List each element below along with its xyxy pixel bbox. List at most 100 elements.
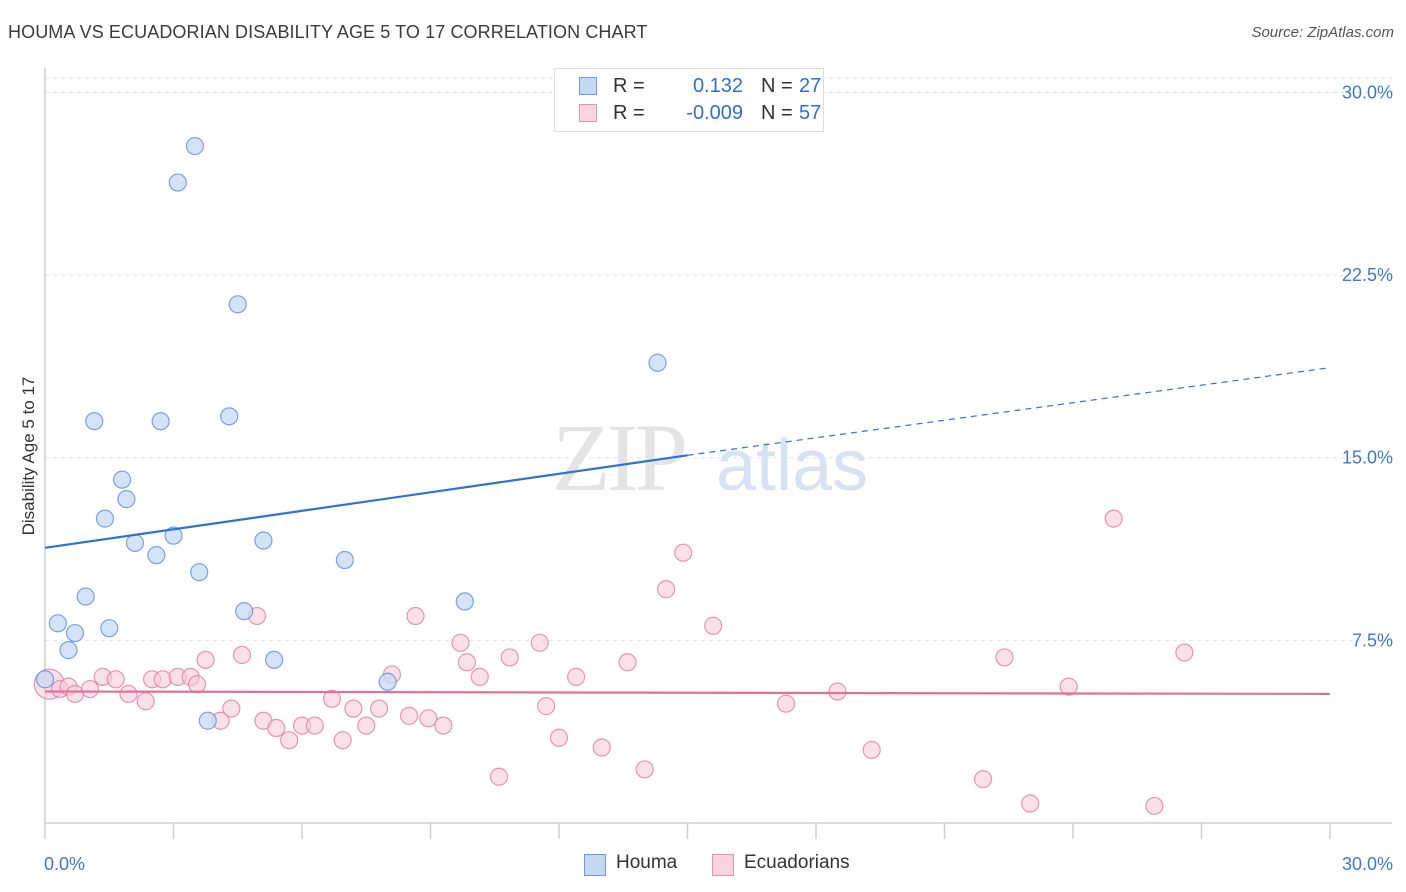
legend-n-value: 57 [799, 102, 822, 124]
ecuadorian-point [80, 679, 100, 699]
ecuadorian-point [530, 633, 549, 652]
houma-point [198, 711, 217, 730]
y-axis-label: Disability Age 5 to 17 [19, 377, 38, 536]
ecuadorian-point [370, 699, 389, 718]
ecuadorian-point [106, 670, 125, 689]
houma-point [95, 509, 115, 528]
ecuadorian-point [187, 675, 207, 694]
houma-point [100, 619, 119, 638]
ecuadorian-point [65, 684, 85, 704]
bottom-legend-label-ecuadorians: Ecuadorians [744, 852, 850, 873]
ecuadorian-point [434, 716, 453, 735]
ecuadorian-point [704, 616, 723, 635]
ecuadorian-point [399, 706, 419, 725]
legend-r-label: R = [613, 102, 645, 124]
houma-point [254, 531, 273, 550]
ecuadorian-point [153, 670, 172, 689]
ecuadorian-point [537, 697, 556, 716]
ecuadorian-point [973, 770, 993, 789]
ecuadorian-point [419, 709, 438, 728]
ecuadorian-point [500, 648, 519, 667]
houma-point [59, 641, 78, 660]
ecuadorians-series [33, 509, 1194, 816]
legend-r-value: -0.009 [686, 102, 743, 124]
houma-point [235, 602, 254, 621]
ecuadorian-point [333, 731, 352, 750]
x-tick-label: 30.0% [1342, 854, 1393, 874]
ecuadorian-point [280, 731, 299, 750]
chart-title: HOUMA VS ECUADORIAN DISABILITY AGE 5 TO … [8, 22, 648, 42]
ecuadorian-point [862, 740, 881, 760]
ecuadorian-point [470, 667, 489, 686]
houma-point [190, 563, 209, 582]
y-tick-label: 22.5% [1342, 265, 1393, 285]
houma-point [164, 526, 183, 545]
ecuadorian-point [406, 606, 425, 626]
bottom-legend-label-houma: Houma [616, 852, 678, 873]
houma-point [117, 490, 136, 509]
ecuadorian-point [674, 543, 693, 562]
ecuadorian-point [196, 650, 215, 669]
ecuadorian-point [457, 653, 477, 672]
legend-n-value: 27 [799, 75, 822, 97]
ecuadorian-point [1175, 643, 1194, 662]
houma-point [220, 407, 239, 426]
houma-point [151, 412, 170, 431]
gridlines [45, 77, 1392, 641]
ecuadorian-point [222, 699, 241, 718]
ecuadorian-point [1059, 677, 1078, 696]
ecuadorian-point [357, 716, 376, 735]
ecuadorian-point [656, 580, 676, 599]
y-tick-label: 7.5% [1352, 630, 1393, 650]
y-tick-label: 30.0% [1342, 82, 1393, 102]
bottom-legend-swatch-houma [584, 854, 606, 876]
ecuadorian-point [592, 738, 611, 757]
y-tick-label: 15.0% [1342, 448, 1393, 468]
houma-point [455, 592, 474, 611]
houma-trend-line [44, 454, 688, 549]
houma-trend-extension [687, 367, 1331, 456]
ecuadorian-point [267, 718, 286, 738]
houma-point [228, 295, 247, 314]
ecuadorian-point [451, 633, 470, 652]
legend-swatch-houma [579, 77, 597, 95]
ecuadorian-point [305, 716, 324, 735]
houma-point [125, 533, 145, 553]
ecuadorian-point [1145, 796, 1164, 816]
watermark-atlas: atlas [716, 426, 868, 506]
watermark: ZIP atlas [552, 404, 868, 511]
ecuadorian-point [549, 728, 569, 747]
ecuadorian-point [344, 699, 363, 718]
ecuadorian-point [828, 682, 847, 701]
houma-point [85, 412, 104, 431]
houma-point [48, 614, 67, 633]
houma-point [76, 587, 95, 606]
ecuadorian-trend-line [44, 690, 1331, 696]
source-credit: Source: ZipAtlas.com [1251, 24, 1394, 41]
houma-series [35, 136, 667, 730]
ecuadorian-point [1021, 794, 1040, 813]
tick-labels: 7.5% 15.0% 22.5% 30.0% 0.0% 30.0% [44, 82, 1393, 874]
legend-swatch-ecuadorians [579, 104, 597, 122]
ecuadorian-point [119, 684, 138, 704]
ecuadorian-point [618, 653, 637, 672]
bottom-legend-swatch-ecuadorians [712, 854, 734, 876]
ecuadorian-point [567, 667, 586, 686]
x-tick-label: 0.0% [44, 854, 85, 874]
houma-point [648, 353, 667, 372]
ecuadorian-point [776, 694, 796, 713]
houma-point [265, 650, 284, 669]
ecuadorian-point [489, 767, 509, 786]
houma-point [147, 546, 166, 565]
legend-n-label: N = [761, 102, 793, 124]
houma-point [65, 623, 85, 643]
legend-r-value: 0.132 [692, 75, 743, 97]
houma-point [168, 173, 187, 192]
ecuadorian-point [136, 692, 155, 711]
legend-r-label: R = [613, 75, 645, 97]
ecuadorian-point [635, 760, 654, 779]
ecuadorian-point [232, 645, 252, 665]
houma-point [378, 672, 397, 691]
houma-point [185, 136, 205, 156]
